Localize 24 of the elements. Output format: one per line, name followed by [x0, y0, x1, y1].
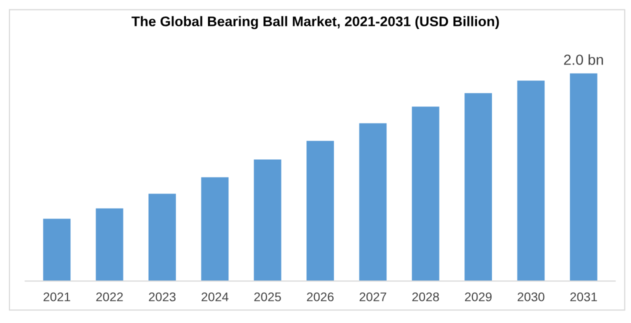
bar	[570, 73, 598, 282]
bar	[43, 218, 71, 282]
data-label: 2.0 bn	[564, 54, 603, 65]
x-tick-label: 2021	[44, 292, 70, 302]
bar	[412, 106, 440, 282]
bar	[96, 208, 124, 282]
bar	[517, 80, 545, 282]
x-tick-label: 2029	[464, 292, 492, 302]
bar	[254, 160, 282, 282]
bar	[464, 93, 492, 282]
x-tick-label: 2023	[148, 292, 176, 302]
x-tick-label: 2022	[96, 292, 123, 302]
x-tick-label: 2030	[518, 292, 544, 302]
x-tick-label: 2026	[306, 292, 334, 302]
x-tick-label: 2031	[570, 292, 597, 302]
bar	[201, 177, 229, 282]
bar	[359, 123, 387, 282]
x-tick-label: 2028	[412, 292, 439, 302]
x-tick-label: 2025	[254, 292, 281, 302]
bar	[306, 140, 334, 282]
bar	[148, 194, 176, 282]
x-tick-label: 2027	[360, 292, 386, 302]
chart-title: The Global Bearing Ball Market, 2021-2031 (USD Billion)	[132, 16, 499, 30]
x-tick-label: 2024	[202, 292, 228, 302]
